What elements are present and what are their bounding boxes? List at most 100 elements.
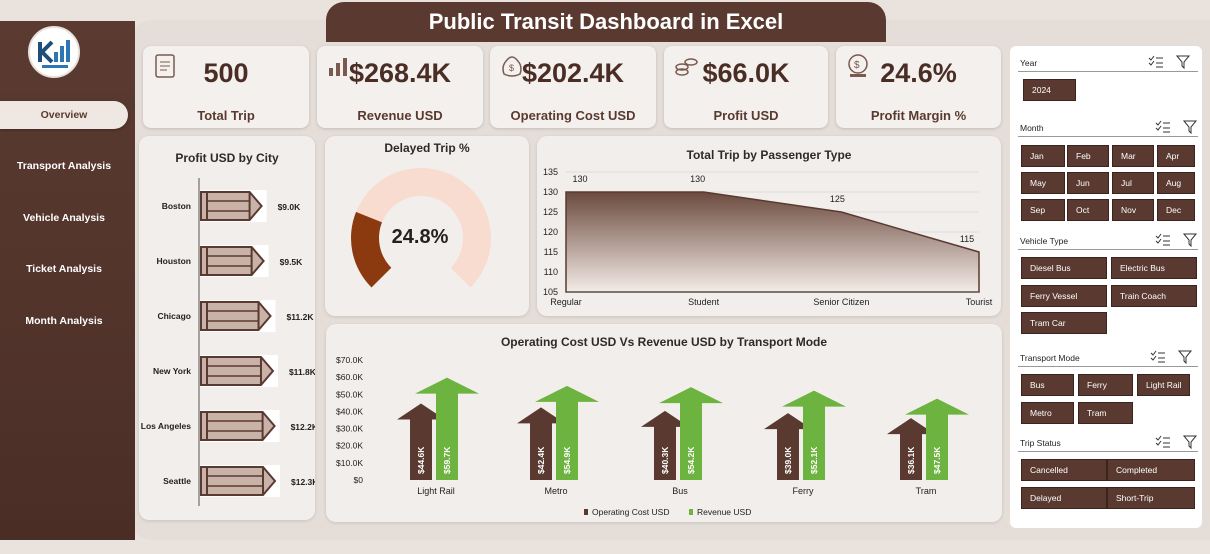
data-label: $9.5K [280,257,304,267]
kpi-label: Total Trip [197,108,255,123]
nav-vehicle-analysis[interactable]: Vehicle Analysis [23,212,105,224]
filter-mode-tram[interactable]: Tram [1078,402,1133,424]
filter-status-delayed[interactable]: Delayed [1021,487,1107,509]
vehicle-filter-header: Vehicle Type [1018,232,1198,250]
legend-label: Revenue USD [697,507,751,517]
data-label: $12.3K [291,477,315,487]
category-label: Los Angeles [141,421,191,431]
mode-filter-header: Transport Mode [1018,349,1198,367]
profit-bar [200,356,275,386]
clipboard-icon [155,54,175,78]
x-tick-label: Light Rail [417,486,455,496]
multi-select-icon[interactable] [1148,55,1164,69]
area-series [565,191,980,293]
profit-by-city-chart: Boston $9.0K Houston $9.5K Chicago $11.2K New … [141,178,315,506]
filter-month-dec[interactable]: Dec [1157,199,1195,221]
coins-icon [675,58,698,76]
kpi-value: $268.4K [348,58,452,88]
data-label: 130 [572,174,587,184]
y-tick-label: 120 [543,227,558,237]
filter-month-jul[interactable]: Jul [1112,172,1154,194]
y-tick-label: 130 [543,187,558,197]
clear-filter-icon[interactable] [1178,350,1194,364]
data-label: $47.5K [932,446,942,474]
kpi-label: Profit USD [713,108,779,123]
filter-vehicle-diesel-bus[interactable]: Diesel Bus [1021,257,1107,279]
filter-title: Vehicle Type [1020,236,1069,246]
x-tick-label: Student [688,297,720,307]
revenue-chart-icon [329,58,347,76]
filter-month-mar[interactable]: Mar [1112,145,1154,167]
kpi-label: Revenue USD [357,108,443,123]
filter-mode-metro[interactable]: Metro [1021,402,1074,424]
kpi-total-trip: 500 Total Trip [143,46,309,128]
kpi-revenue: $268.4K Revenue USD [317,46,483,128]
nav-month-analysis[interactable]: Month Analysis [25,315,103,327]
filter-mode-ferry[interactable]: Ferry [1078,374,1133,396]
clear-filter-icon[interactable] [1183,120,1199,134]
x-tick-label: Metro [544,486,567,496]
clear-filter-icon[interactable] [1183,435,1199,449]
multi-select-icon[interactable] [1155,233,1171,247]
filter-month-aug[interactable]: Aug [1157,172,1195,194]
filter-month-feb[interactable]: Feb [1067,145,1109,167]
filter-month-oct[interactable]: Oct [1067,199,1109,221]
filter-vehicle-tram-car[interactable]: Tram Car [1021,312,1107,334]
kpi-value: $66.0K [702,58,790,88]
nav-overview[interactable]: Overview [0,101,128,129]
sidebar: Overview Transport Analysis Vehicle Anal… [0,21,135,540]
category-label: Seattle [163,476,191,486]
y-tick-label: $50.0K [336,389,363,399]
clear-filter-icon[interactable] [1183,233,1199,247]
opcost-revenue-panel: Operating Cost USD Vs Revenue USD by Tra… [326,324,1002,522]
money-bag-icon: $ [502,56,522,77]
kpi-value: 24.6% [880,58,957,88]
filter-month-jan[interactable]: Jan [1021,145,1065,167]
revenue-bar [659,387,723,480]
filter-status-completed[interactable]: Completed [1107,459,1195,481]
data-label: $9.0K [278,202,302,212]
multi-select-icon[interactable] [1155,120,1171,134]
filter-vehicle-train-coach[interactable]: Train Coach [1111,285,1197,307]
revenue-bar [782,390,846,480]
gauge-value-arc [351,211,392,288]
filter-vehicle-electric-bus[interactable]: Electric Bus [1111,257,1197,279]
data-label: $11.2K [287,312,315,322]
filter-month-sep[interactable]: Sep [1021,199,1065,221]
revenue-bar [905,398,969,480]
filter-month-apr[interactable]: Apr [1157,145,1195,167]
filter-status-short-trip[interactable]: Short-Trip [1107,487,1195,509]
filter-month-nov[interactable]: Nov [1112,199,1154,221]
page-title: Public Transit Dashboard in Excel [326,2,886,42]
filter-vehicle-ferry-vessel[interactable]: Ferry Vessel [1021,285,1107,307]
multi-select-icon[interactable] [1150,350,1166,364]
clear-filter-icon[interactable] [1176,55,1192,69]
filter-title: Transport Mode [1020,353,1080,363]
nav-ticket-analysis[interactable]: Ticket Analysis [26,263,102,275]
filter-panel: Year 2024 Month Jan Feb Mar Apr May Jun Jul Aug… [1010,46,1202,528]
status-filter-header: Trip Status [1018,434,1198,452]
filter-mode-bus[interactable]: Bus [1021,374,1074,396]
category-label: New York [153,366,191,376]
nav-transport-analysis[interactable]: Transport Analysis [16,160,112,172]
filter-month-jun[interactable]: Jun [1067,172,1109,194]
data-label: $44.6K [416,446,426,474]
profit-by-city-panel: Profit USD by City Boston $9.0K Houston $9.… [139,136,315,520]
data-label: $40.3K [660,446,670,474]
y-tick-label: $10.0K [336,458,363,468]
filter-month-may[interactable]: May [1021,172,1065,194]
passenger-type-chart: 105 110 115 120 125 130 135 Regular 130 Student 13… [543,167,993,307]
opcost-bar [397,403,445,480]
data-label: $12.2K [291,422,315,432]
filter-status-cancelled[interactable]: Cancelled [1021,459,1107,481]
kpi-label: Profit Margin % [870,108,967,123]
filter-mode-light-rail[interactable]: Light Rail [1137,374,1190,396]
month-filter-header: Month [1018,119,1198,137]
svg-text:$: $ [509,63,514,73]
x-tick-label: Ferry [793,486,814,496]
data-label: $42.4K [536,446,546,474]
filter-year-2024[interactable]: 2024 [1023,79,1076,101]
data-label: $39.0K [783,446,793,474]
multi-select-icon[interactable] [1155,435,1171,449]
delayed-trip-gauge [351,168,491,288]
